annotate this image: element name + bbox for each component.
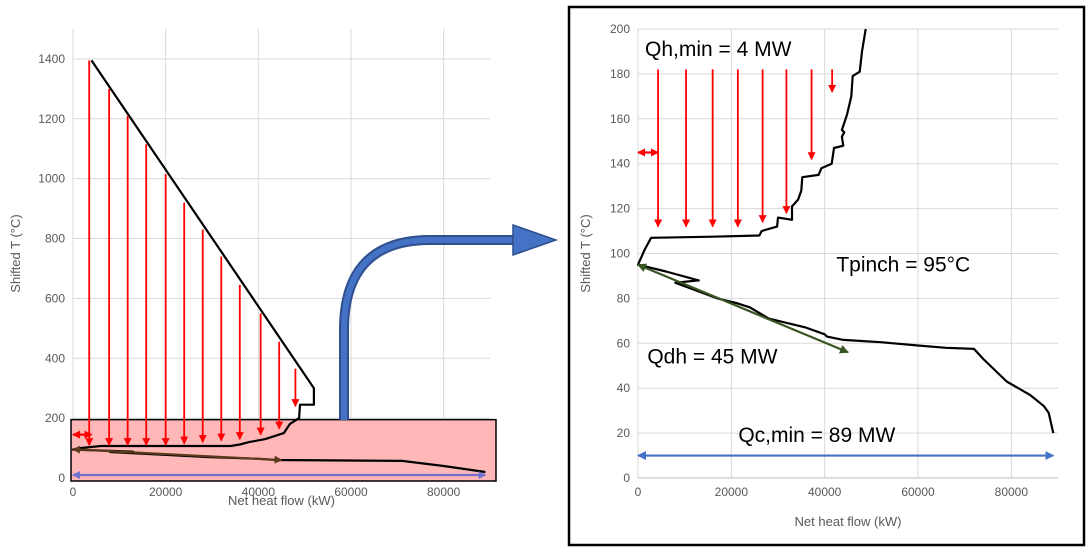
y-tick-label: 400 xyxy=(45,351,65,365)
left-arrows xyxy=(72,60,487,480)
left-x-axis-title: Net heat flow (kW) xyxy=(228,493,335,508)
y-tick-label: 600 xyxy=(45,291,65,305)
right-gridlines xyxy=(637,28,1058,479)
y-tick-label: 1200 xyxy=(38,112,65,126)
left-chart: 0 200 400 600 800 1000 1200 1400 0 20000 40000 6000… xyxy=(8,29,497,508)
x-tick-label: 80000 xyxy=(995,485,1029,499)
right-chart-frame xyxy=(567,5,1086,547)
y-tick-label: 60 xyxy=(617,336,631,350)
x-tick-label: 60000 xyxy=(334,485,368,499)
x-tick-label: 0 xyxy=(70,485,77,499)
x-tick-label: 20000 xyxy=(149,485,183,499)
y-tick-label: 100 xyxy=(610,247,630,261)
y-tick-label: 180 xyxy=(610,67,630,81)
y-tick-label: 200 xyxy=(45,411,65,425)
grand-composite-curve xyxy=(636,28,1055,434)
right-chart: 0 20 40 60 80 100 120 140 160 180 200 0 20000 40000 60… xyxy=(578,22,1058,529)
zoom-connector-arrow xyxy=(339,223,559,420)
annotation-label: Qh,min = 4 MW xyxy=(645,38,792,61)
y-tick-label: 0 xyxy=(623,471,630,485)
x-tick-label: 0 xyxy=(635,485,642,499)
y-tick-label: 0 xyxy=(58,471,65,485)
x-tick-label: 40000 xyxy=(242,485,276,499)
annotation-label: Qdh = 45 MW xyxy=(647,346,777,369)
y-tick-label: 20 xyxy=(617,426,631,440)
left-y-axis-title: Shifted T (°C) xyxy=(8,214,23,292)
right-series xyxy=(636,28,1055,434)
annotation-label: Qc,min = 89 MW xyxy=(738,424,895,447)
y-tick-label: 1400 xyxy=(38,52,65,66)
left-tick-labels: 0 200 400 600 800 1000 1200 1400 0 20000 40000 6000… xyxy=(38,52,460,499)
y-tick-label: 160 xyxy=(610,112,630,126)
right-y-axis-title: Shifted T (°C) xyxy=(578,214,593,292)
right-arrows xyxy=(637,69,1055,461)
y-tick-label: 120 xyxy=(610,202,630,216)
y-tick-label: 80 xyxy=(617,291,631,305)
left-gridlines xyxy=(72,29,490,479)
span-double-arrow xyxy=(72,445,283,464)
x-tick-label: 20000 xyxy=(715,485,749,499)
y-tick-label: 140 xyxy=(610,157,630,171)
y-tick-label: 800 xyxy=(45,232,65,246)
y-tick-label: 1000 xyxy=(38,172,65,186)
y-tick-label: 40 xyxy=(617,381,631,395)
x-tick-label: 40000 xyxy=(808,485,842,499)
right-annotations: Qh,min = 4 MW Tpinch = 95°C Qdh = 45 MW Qc,… xyxy=(645,38,970,447)
pinch-zoom-region xyxy=(70,418,497,482)
right-x-axis-title: Net heat flow (kW) xyxy=(795,514,902,529)
y-tick-label: 200 xyxy=(610,22,630,36)
right-tick-labels: 0 20 40 60 80 100 120 140 160 180 200 0 20000 40000 60… xyxy=(610,22,1028,499)
span-double-arrow xyxy=(637,263,849,354)
x-tick-label: 80000 xyxy=(427,485,461,499)
x-tick-label: 60000 xyxy=(901,485,935,499)
annotation-label: Tpinch = 95°C xyxy=(836,253,970,276)
